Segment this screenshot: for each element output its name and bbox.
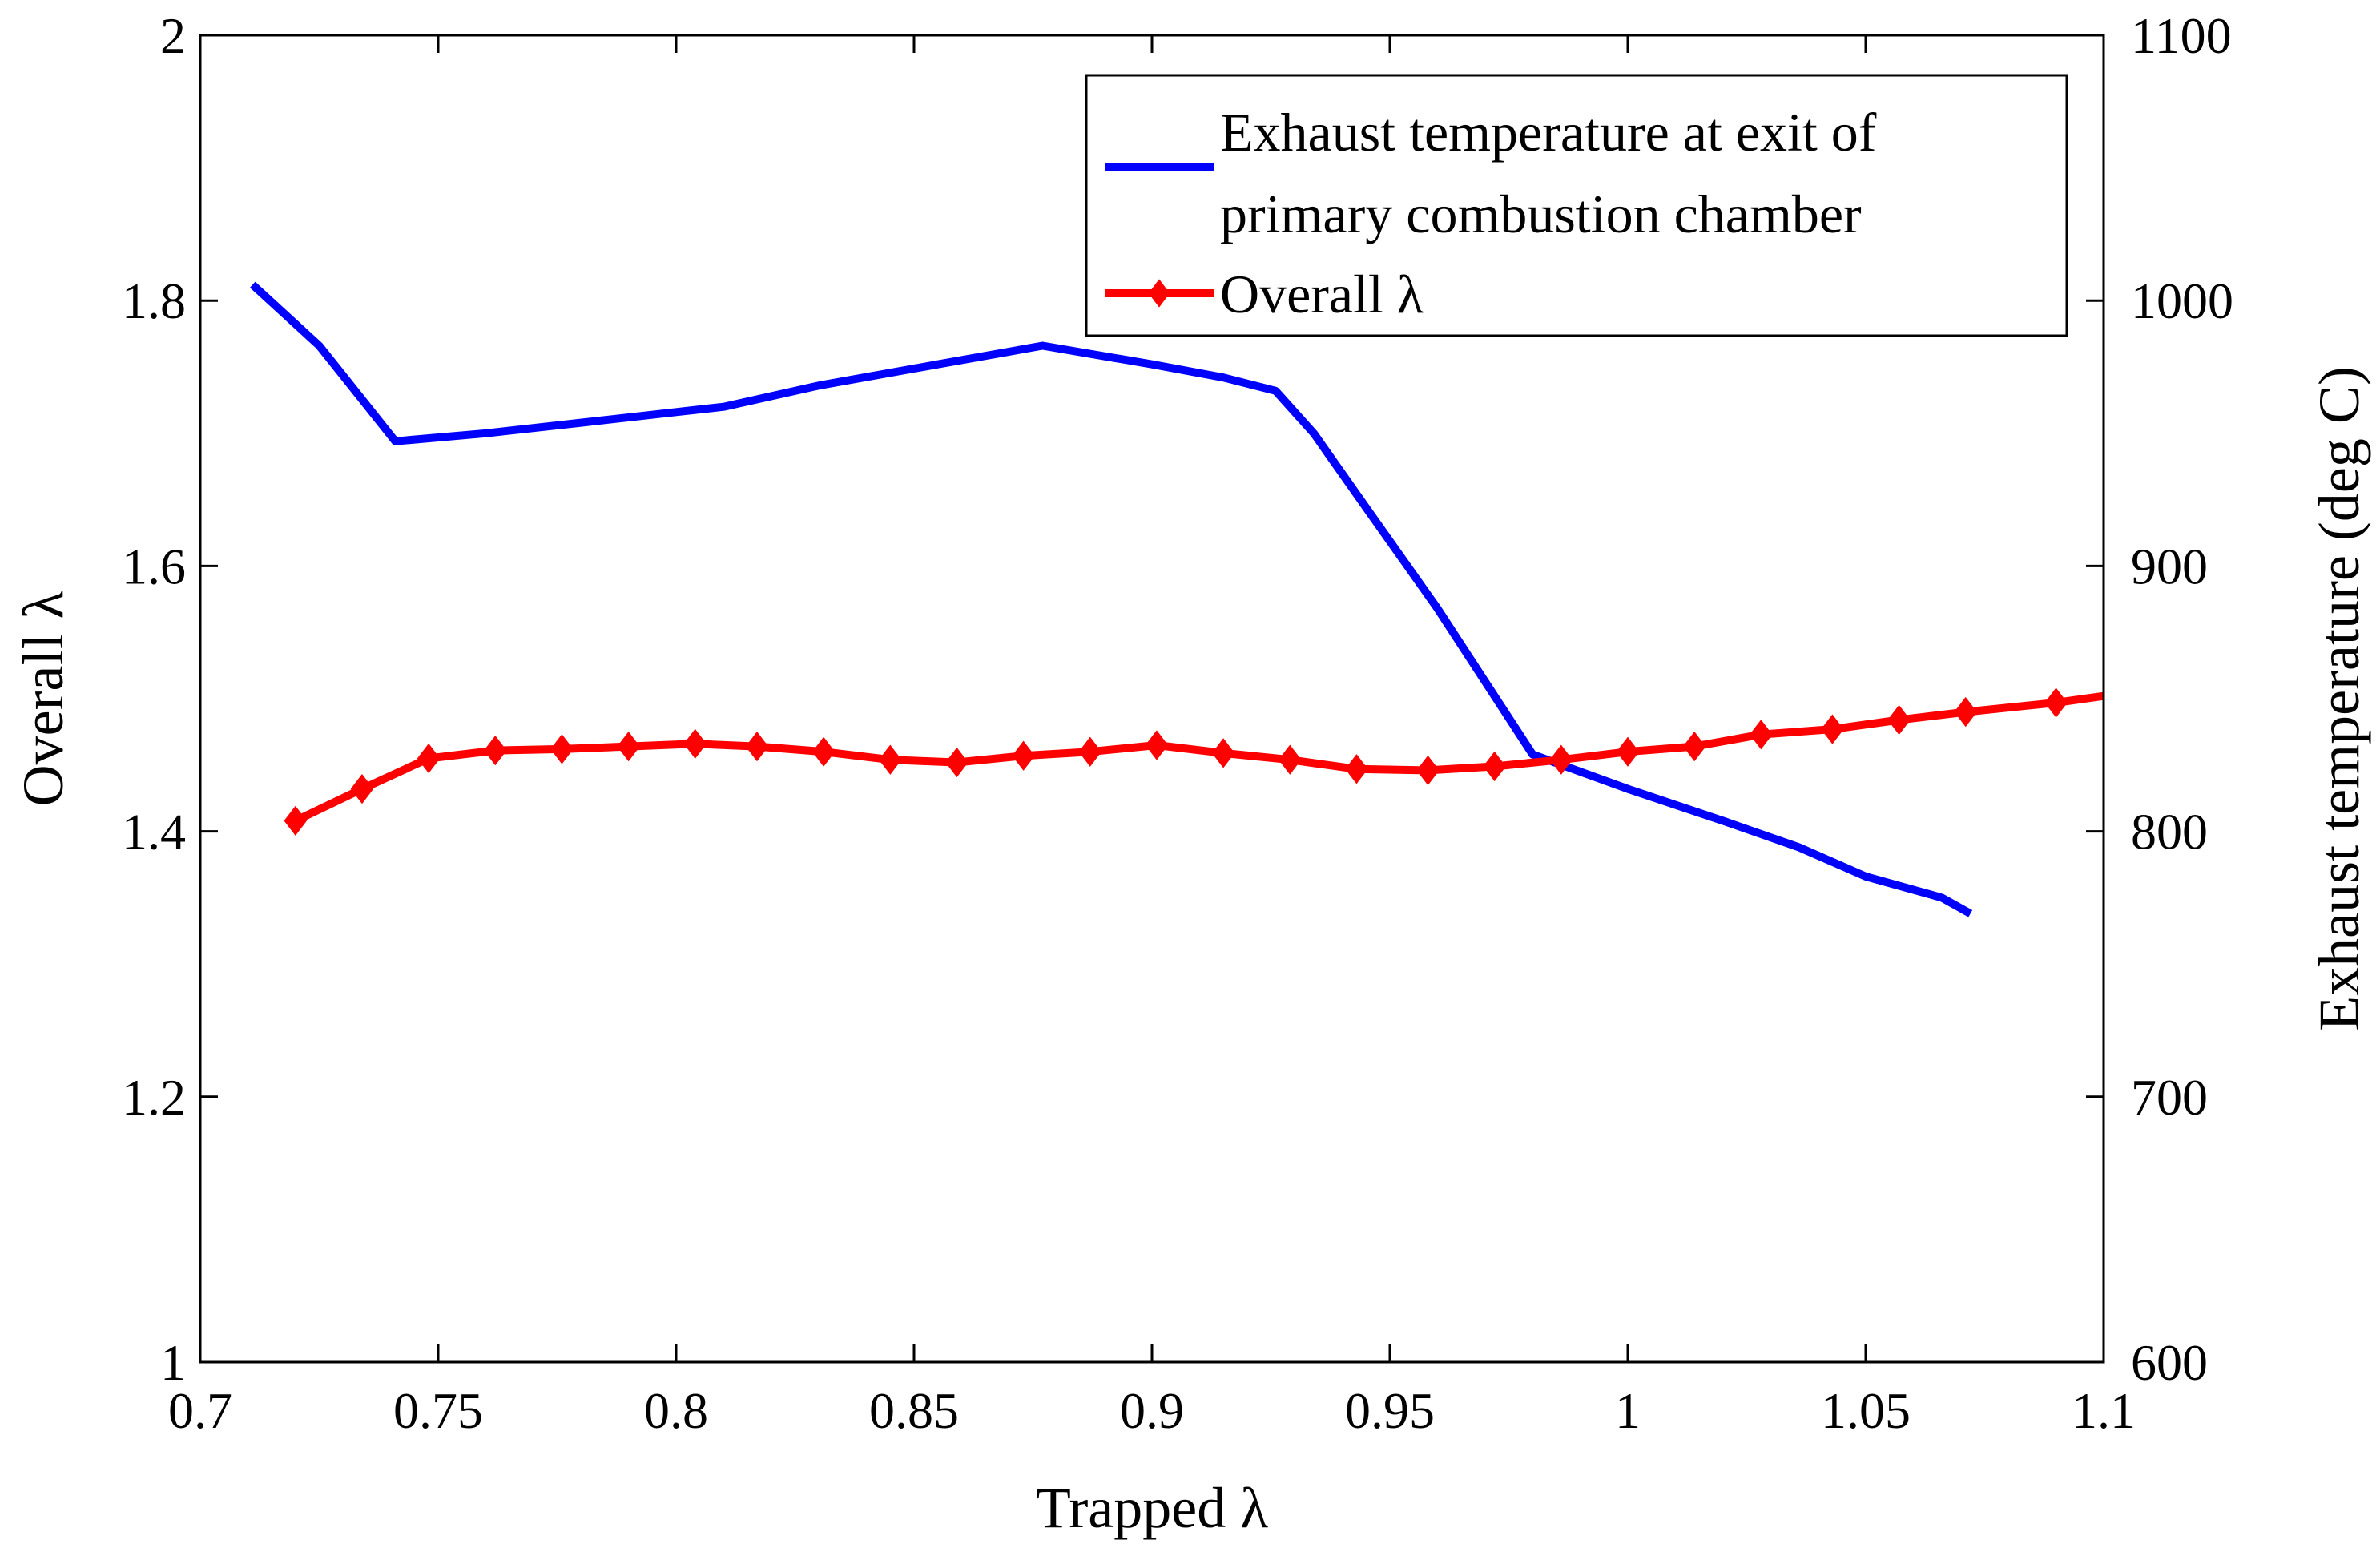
legend-label-overall: Overall λ [1220, 264, 1424, 325]
series-line-1 [293, 691, 2104, 824]
data-point-overall-lambda [1279, 744, 1302, 775]
data-point-overall-lambda [350, 773, 374, 804]
data-point-overall-lambda [745, 731, 769, 762]
x-tick-label: 1.1 [2072, 1382, 2136, 1439]
x-tick-label: 1.05 [1821, 1382, 1911, 1439]
series-layer [249, 281, 2104, 917]
x-axis-ticks: 0.7 0.75 0.8 0.85 0.9 0.95 1 1.05 1.1 [168, 35, 2136, 1439]
data-point-overall-lambda [1750, 720, 1773, 750]
data-point-overall-lambda [1211, 738, 1235, 768]
y-right-axis-title: Exhaust temperature (deg C) [2307, 366, 2371, 1031]
x-tick-label: 0.8 [644, 1382, 708, 1439]
legend-label-exhaust-line2: primary combustion chamber [1220, 183, 1862, 244]
x-axis-title: Trapped λ [1036, 1476, 1268, 1540]
y-right-tick-label: 1000 [2131, 272, 2233, 329]
data-point-overall-lambda [1416, 755, 1440, 786]
x-tick-label: 0.9 [1120, 1382, 1184, 1439]
x-tick-label: 0.95 [1345, 1382, 1435, 1439]
data-point-overall-lambda [550, 734, 574, 764]
y-left-axis-ticks: 1 1.2 1.4 1.6 1.8 2 [122, 7, 218, 1391]
plot-frame [199, 34, 2105, 1364]
data-point-overall-lambda [1549, 744, 1573, 775]
legend-marker-overall [1148, 279, 1170, 308]
data-point-overall-lambda [879, 744, 902, 775]
data-point-overall-lambda [945, 747, 969, 778]
y-left-tick-label: 1.2 [122, 1069, 186, 1126]
x-tick-label: 1 [1615, 1382, 1641, 1439]
data-point-overall-lambda [1954, 696, 1977, 728]
data-point-overall-lambda [1682, 731, 1706, 762]
data-point-overall-lambda [1483, 751, 1506, 782]
y-right-tick-label: 800 [2131, 804, 2208, 861]
y-right-tick-label: 900 [2131, 538, 2208, 595]
data-point-overall-lambda [1078, 736, 1102, 767]
y-right-tick-label: 600 [2131, 1334, 2208, 1391]
data-point-overall-lambda [1821, 714, 1844, 744]
data-point-overall-lambda [617, 731, 640, 762]
data-point-overall-lambda [1345, 754, 1368, 784]
data-point-overall-lambda [284, 805, 308, 836]
legend-label-exhaust-line1: Exhaust temperature at exit of [1220, 102, 1877, 163]
data-point-overall-lambda [1012, 740, 1035, 771]
legend: Exhaust temperature at exit of primary c… [1085, 74, 2068, 337]
y-left-axis-title: Overall λ [11, 591, 75, 807]
y-left-tick-label: 1 [160, 1334, 186, 1391]
data-point-overall-lambda [484, 735, 507, 766]
x-tick-label: 0.7 [168, 1382, 232, 1439]
y-right-axis-ticks: 600 700 800 900 1000 1100 [2086, 7, 2233, 1391]
y-left-tick-label: 1.6 [122, 538, 186, 595]
y-left-tick-label: 1.4 [122, 804, 186, 861]
y-right-tick-label: 1100 [2131, 7, 2232, 64]
y-right-tick-label: 700 [2131, 1069, 2208, 1126]
x-tick-label: 0.85 [869, 1382, 959, 1439]
data-point-overall-lambda [417, 743, 441, 774]
data-point-overall-lambda [1145, 730, 1169, 760]
y-left-tick-label: 1.8 [122, 272, 186, 329]
data-point-overall-lambda [683, 728, 707, 759]
series-line-0 [249, 281, 1973, 917]
data-point-overall-lambda [2044, 687, 2068, 718]
x-tick-label: 0.75 [393, 1382, 483, 1439]
data-point-overall-lambda [811, 736, 836, 767]
data-point-overall-lambda [1887, 704, 1911, 736]
data-point-overall-lambda [1616, 736, 1640, 767]
legend-box [1085, 74, 2068, 337]
y-left-tick-label: 2 [160, 7, 186, 64]
